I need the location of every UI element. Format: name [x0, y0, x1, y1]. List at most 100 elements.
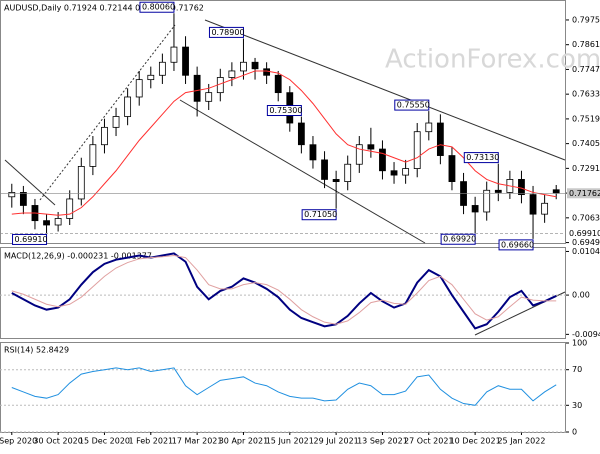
- y-tick-label: 30: [572, 401, 582, 410]
- x-tick-label: 25 Jan 2022: [497, 437, 545, 446]
- candle-body: [297, 122, 305, 146]
- annotation-label: 0.71050: [304, 210, 337, 219]
- y-tick-label: 0.00: [572, 291, 590, 300]
- annotation-box: [139, 1, 175, 13]
- x-tick-label: 1 Feb 2021: [128, 437, 173, 446]
- channel-line: [179, 99, 426, 244]
- candle-body: [471, 205, 479, 213]
- price-line-label: 0.69910: [569, 229, 600, 238]
- x-tick-label: 30 Apr 2021: [219, 437, 268, 446]
- candle-body: [147, 74, 155, 81]
- candle-body: [309, 144, 317, 161]
- x-tick-label: 30 Oct 2020: [33, 437, 82, 446]
- y-tick-label: 70: [572, 365, 582, 374]
- annotation-box: [208, 26, 244, 38]
- candle-body: [54, 218, 62, 226]
- annotation-box: [301, 209, 337, 221]
- x-tick-label: 17 Mar 2021: [172, 437, 223, 446]
- rsi-frame: [0, 342, 566, 433]
- annotation-label: 0.73130: [466, 153, 499, 162]
- candle-body: [228, 70, 236, 78]
- indicator-line: [11, 254, 557, 325]
- price-tag: [567, 188, 600, 199]
- candle-body: [541, 202, 549, 215]
- candle-body: [158, 61, 166, 76]
- annotation-box: [266, 105, 302, 117]
- candle-body: [205, 92, 213, 102]
- candle-body: [112, 116, 120, 128]
- price-frame: [0, 0, 566, 244]
- candle-body: [518, 179, 525, 196]
- y-tick-label: -0.009426: [572, 330, 600, 339]
- candle-body: [274, 74, 282, 94]
- candle-body: [251, 61, 259, 70]
- moving-average: [11, 70, 557, 216]
- watermark: ActionForex.com: [385, 45, 600, 75]
- annotation-box: [440, 233, 476, 245]
- candle-body: [170, 46, 178, 63]
- annotation-box: [498, 239, 534, 251]
- indicator-line: [11, 367, 557, 406]
- candle-body: [124, 96, 132, 117]
- candle-body: [19, 192, 27, 206]
- price-line-label: 0.71762: [569, 189, 600, 198]
- candle-body: [413, 131, 421, 169]
- candle-body: [344, 163, 352, 182]
- x-tick-label: 16 Sep 2020: [0, 437, 37, 446]
- annotation-box: [12, 233, 48, 245]
- annotation-label: 0.75550: [397, 101, 430, 110]
- candle-body: [448, 155, 456, 182]
- y-tick-label: 100: [572, 339, 587, 348]
- candle-body: [101, 126, 108, 146]
- candle-body: [77, 166, 85, 200]
- candle-body: [135, 79, 143, 98]
- x-tick-label: 13 Sep 2021: [357, 437, 408, 446]
- price-title: AUDUSD,Daily 0.71924 0.72144 0.71488 0.7…: [4, 4, 204, 13]
- candle-body: [263, 68, 271, 76]
- candle-body: [436, 122, 444, 156]
- rsi-title: RSI(14) 52.8429: [4, 346, 69, 355]
- macd-frame: [0, 247, 566, 339]
- candle-body: [367, 144, 375, 150]
- annotation-label: 0.80060: [142, 3, 175, 12]
- trend-line: [204, 19, 566, 161]
- candle-body: [332, 179, 340, 182]
- candle-body: [390, 170, 398, 176]
- candle-body: [355, 144, 363, 165]
- macd-title: MACD(12,26,9) -0.000231 -0.001377: [4, 252, 152, 261]
- candle-body: [182, 46, 189, 76]
- x-tick-label: 15 Jun 2021: [266, 437, 314, 446]
- candle-body: [43, 220, 50, 226]
- annotation-label: 0.69660: [501, 240, 534, 249]
- candle-body: [552, 189, 560, 194]
- x-tick-label: 29 Jul 2021: [313, 437, 358, 446]
- x-tick-label: 10 Dec 2021: [450, 437, 501, 446]
- candle-body: [425, 122, 433, 133]
- annotation-box: [463, 152, 499, 164]
- y-tick-label: 0.010472: [572, 247, 600, 256]
- candle-body: [8, 192, 16, 198]
- x-tick-label: 27 Oct 2021: [404, 437, 453, 446]
- y-tick-label: 0: [572, 428, 577, 437]
- trend-line: [4, 159, 56, 206]
- candle-body: [494, 189, 502, 193]
- trend-line: [39, 24, 176, 201]
- annotation-label: 0.78900: [211, 28, 244, 37]
- annotation-label: 0.69920: [443, 235, 476, 244]
- annotation-box: [394, 99, 430, 111]
- candle-body: [379, 148, 386, 172]
- annotation-label: 0.75300: [269, 106, 302, 115]
- candle-body: [193, 74, 201, 102]
- candle-body: [402, 168, 410, 176]
- indicator-line: [11, 252, 557, 330]
